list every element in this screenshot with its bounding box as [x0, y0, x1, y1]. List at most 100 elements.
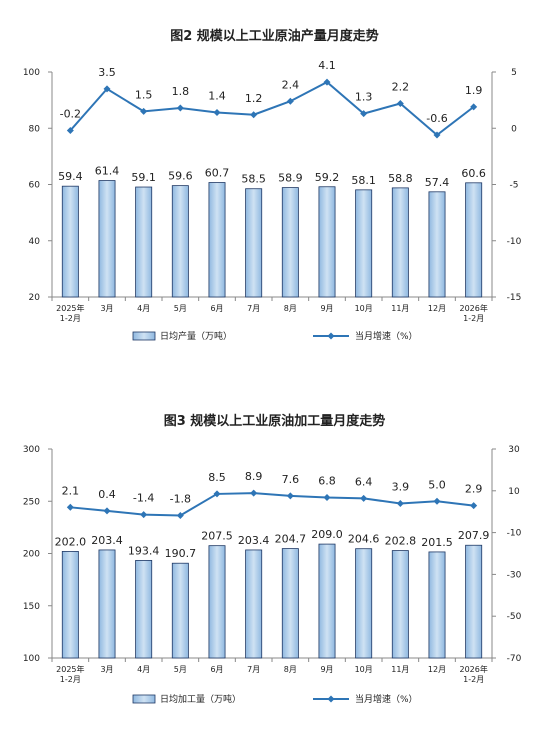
line-point: [103, 507, 111, 515]
bar: [98, 549, 116, 659]
line-point: [396, 100, 404, 107]
line-value-label: 3.5: [98, 66, 116, 79]
line-value-label: 4.1: [318, 59, 336, 72]
category-label: 2026年: [459, 664, 487, 674]
growth-line: [69, 80, 475, 137]
category-label: 1-2月: [60, 314, 81, 323]
bar: [61, 551, 79, 659]
category-label: 2026年: [459, 303, 487, 313]
category-label: 3月: [100, 665, 113, 674]
bar-value-label: 58.9: [278, 172, 303, 185]
line-value-label: 1.9: [465, 84, 483, 97]
line-value-label: 5.0: [428, 478, 446, 491]
category-label: 1-2月: [463, 314, 484, 323]
category-label: 5月: [174, 304, 187, 313]
left-tick-label: 300: [23, 445, 40, 455]
category-label: 6月: [210, 304, 223, 313]
bar-value-label: 190.7: [165, 547, 197, 560]
category-label: 7月: [247, 665, 260, 674]
left-tick-label: 20: [29, 293, 41, 303]
line-value-label: 1.4: [208, 90, 226, 103]
category-label: 4月: [137, 665, 150, 674]
bar-value-label: 60.6: [461, 167, 486, 180]
growth-line: [70, 492, 474, 517]
line-point: [433, 131, 441, 139]
left-tick-label: 60: [29, 181, 41, 191]
line-value-label: 2.1: [62, 484, 80, 497]
bar: [135, 559, 153, 659]
bar-value-label: 204.7: [275, 533, 307, 546]
bar-value-label: 59.1: [131, 171, 156, 184]
line-value-label: 6.8: [318, 474, 336, 487]
legend-line-label: 当月增速（%）: [355, 693, 418, 705]
bar: [208, 545, 226, 659]
right-tick-label: 5: [511, 68, 517, 78]
legend-line-marker: [327, 695, 335, 703]
bar: [281, 187, 299, 298]
bar: [465, 182, 483, 298]
bar-value-label: 58.5: [241, 173, 266, 186]
bar: [171, 562, 189, 659]
bar: [245, 188, 263, 298]
bar: [135, 186, 153, 298]
bar: [428, 191, 446, 298]
bar-value-label: 203.4: [91, 534, 123, 547]
bar-value-label: 209.0: [311, 528, 343, 541]
legend: 日均产量（万吨） 当月增速（%）: [132, 330, 418, 342]
bar: [171, 185, 189, 298]
line-point: [66, 503, 74, 511]
line-value-label: 1.2: [245, 92, 263, 105]
line-point: [360, 110, 368, 118]
line-point: [286, 492, 294, 500]
legend-line-marker: [327, 332, 335, 340]
line-point: [396, 500, 404, 508]
category-label: 4月: [137, 304, 150, 313]
bar: [98, 180, 116, 298]
right-tick-label: -50: [507, 612, 522, 622]
line-point: [103, 85, 111, 93]
bar-value-label: 204.6: [348, 533, 380, 546]
left-tick-label: 100: [23, 654, 40, 664]
left-tick-label: 150: [23, 602, 40, 612]
right-tick-label: 30: [508, 445, 520, 455]
bar: [428, 551, 446, 659]
line-value-label: -0.6: [426, 112, 447, 125]
line-value-label: 1.3: [355, 91, 373, 104]
category-label: 7月: [247, 304, 260, 313]
bar: [355, 548, 373, 659]
category-label: 11月: [391, 665, 409, 674]
line-value-label: 1.5: [135, 88, 153, 101]
line-point: [470, 103, 478, 111]
bar-value-label: 61.4: [95, 165, 120, 178]
legend-bar-swatch: [132, 331, 156, 341]
bar-value-label: 207.5: [201, 530, 233, 543]
line-point: [250, 111, 258, 119]
bar: [318, 186, 336, 298]
line-value-label: 2.4: [282, 78, 300, 91]
bar-value-label: 202.8: [385, 535, 417, 548]
bar: [208, 182, 226, 298]
line-point: [323, 78, 331, 86]
category-label: 2025年: [56, 303, 84, 313]
line-point: [176, 511, 184, 519]
category-label: 10月: [355, 304, 373, 313]
line-value-label: 8.9: [245, 470, 263, 483]
line-value-label: -1.4: [133, 492, 154, 505]
bar-value-label: 58.8: [388, 172, 413, 185]
bar-value-label: 59.6: [168, 170, 193, 183]
line-point: [360, 494, 368, 502]
category-label: 9月: [320, 304, 333, 313]
bar: [355, 189, 373, 298]
chart-3: 图3 规模以上工业原油加工量月度走势 100 150 200 250 300 -70 -50 -…: [23, 413, 522, 705]
line-value-label: 8.5: [208, 471, 226, 484]
line-value-label: 2.9: [465, 483, 483, 496]
line-point: [66, 127, 74, 134]
line-value-label: 6.4: [355, 475, 373, 488]
line-point: [286, 97, 294, 105]
bar-value-label: 57.4: [425, 176, 450, 189]
category-label: 10月: [355, 665, 373, 674]
line-point: [470, 502, 478, 510]
chart-title: 图3 规模以上工业原油加工量月度走势: [164, 413, 386, 429]
bar-value-label: 203.4: [238, 534, 270, 547]
